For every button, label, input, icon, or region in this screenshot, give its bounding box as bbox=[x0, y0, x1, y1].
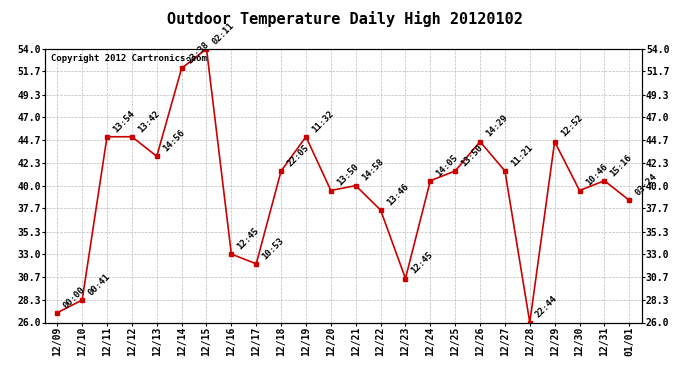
Text: 14:58: 14:58 bbox=[360, 158, 385, 183]
Text: 23:38: 23:38 bbox=[186, 40, 211, 66]
Text: 14:05: 14:05 bbox=[435, 153, 460, 178]
Text: Copyright 2012 Cartronics.com: Copyright 2012 Cartronics.com bbox=[51, 54, 207, 63]
Text: 12:45: 12:45 bbox=[235, 226, 261, 251]
Text: 15:16: 15:16 bbox=[609, 153, 634, 178]
Text: 14:56: 14:56 bbox=[161, 128, 186, 153]
Text: 11:32: 11:32 bbox=[310, 109, 335, 134]
Text: 13:54: 13:54 bbox=[111, 109, 137, 134]
Text: 22:44: 22:44 bbox=[534, 294, 560, 320]
Text: 12:52: 12:52 bbox=[559, 114, 584, 139]
Text: 00:00: 00:00 bbox=[61, 285, 87, 310]
Text: 12:45: 12:45 bbox=[410, 251, 435, 276]
Text: Outdoor Temperature Daily High 20120102: Outdoor Temperature Daily High 20120102 bbox=[167, 11, 523, 27]
Text: 13:46: 13:46 bbox=[385, 182, 410, 207]
Text: 03:24: 03:24 bbox=[633, 172, 659, 198]
Text: 13:50: 13:50 bbox=[460, 143, 484, 168]
Text: 10:46: 10:46 bbox=[584, 162, 609, 188]
Text: 14:29: 14:29 bbox=[484, 114, 510, 139]
Text: 13:50: 13:50 bbox=[335, 162, 360, 188]
Text: 22:05: 22:05 bbox=[285, 143, 310, 168]
Text: 13:42: 13:42 bbox=[136, 109, 161, 134]
Text: 02:11: 02:11 bbox=[210, 21, 236, 46]
Text: 11:21: 11:21 bbox=[509, 143, 535, 168]
Text: 10:53: 10:53 bbox=[260, 236, 286, 261]
Text: 00:41: 00:41 bbox=[86, 272, 112, 297]
